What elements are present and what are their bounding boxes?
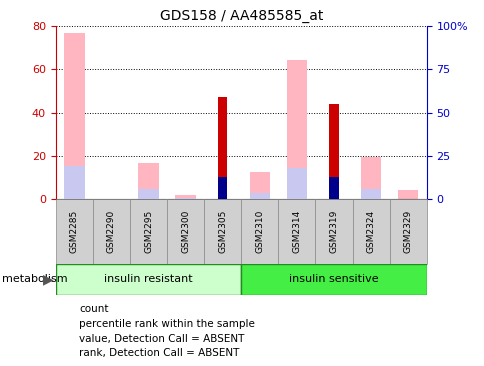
Bar <box>329 104 338 199</box>
Bar <box>329 177 338 199</box>
FancyBboxPatch shape <box>389 199 426 264</box>
Bar <box>218 177 227 199</box>
Bar <box>64 33 84 199</box>
FancyBboxPatch shape <box>166 199 204 264</box>
Text: GSM2295: GSM2295 <box>144 210 153 253</box>
Text: GSM2290: GSM2290 <box>106 210 116 253</box>
FancyBboxPatch shape <box>56 199 93 264</box>
FancyBboxPatch shape <box>204 199 241 264</box>
Text: GSM2324: GSM2324 <box>366 210 375 253</box>
Bar <box>249 172 270 199</box>
Bar <box>360 189 380 199</box>
Text: metabolism: metabolism <box>2 274 68 284</box>
Bar <box>138 189 158 199</box>
Text: value, Detection Call = ABSENT: value, Detection Call = ABSENT <box>79 333 244 344</box>
Bar <box>397 190 418 199</box>
Text: insulin resistant: insulin resistant <box>104 274 193 284</box>
Bar <box>241 264 426 295</box>
Text: GSM2305: GSM2305 <box>218 210 227 253</box>
Bar <box>249 193 270 199</box>
Bar <box>56 264 241 295</box>
FancyBboxPatch shape <box>315 199 352 264</box>
FancyBboxPatch shape <box>93 199 130 264</box>
FancyBboxPatch shape <box>352 199 389 264</box>
Bar <box>175 198 196 199</box>
FancyBboxPatch shape <box>278 199 315 264</box>
Text: GSM2310: GSM2310 <box>255 210 264 253</box>
Text: GSM2285: GSM2285 <box>70 210 79 253</box>
Text: GSM2329: GSM2329 <box>403 210 412 253</box>
Bar <box>138 163 158 199</box>
Text: percentile rank within the sample: percentile rank within the sample <box>79 319 255 329</box>
Text: rank, Detection Call = ABSENT: rank, Detection Call = ABSENT <box>79 348 239 358</box>
FancyBboxPatch shape <box>241 199 278 264</box>
Bar <box>286 168 306 199</box>
Title: GDS158 / AA485585_at: GDS158 / AA485585_at <box>159 9 322 23</box>
Text: ▶: ▶ <box>43 272 54 286</box>
Text: GSM2314: GSM2314 <box>292 210 301 253</box>
Text: count: count <box>79 304 108 314</box>
Text: GSM2300: GSM2300 <box>181 210 190 253</box>
Text: GSM2319: GSM2319 <box>329 210 338 253</box>
Bar <box>218 97 227 199</box>
Bar <box>360 157 380 199</box>
Bar <box>286 60 306 199</box>
Bar <box>64 167 84 199</box>
FancyBboxPatch shape <box>130 199 166 264</box>
Bar <box>175 195 196 199</box>
Text: insulin sensitive: insulin sensitive <box>288 274 378 284</box>
